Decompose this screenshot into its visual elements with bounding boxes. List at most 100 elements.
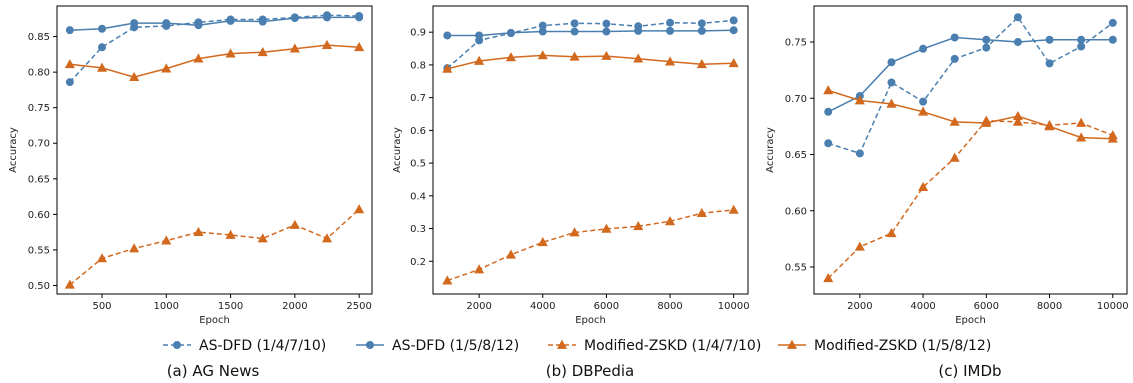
data-point [129, 71, 140, 81]
x-tick-label: 2500 [346, 301, 371, 312]
data-point [225, 48, 236, 58]
legend-item: Modified-ZSKD (1/4/7/10) [548, 338, 761, 354]
y-tick-label: 0.70 [785, 94, 807, 105]
data-point [289, 43, 300, 53]
data-point [919, 44, 928, 53]
axes-frame [813, 5, 1128, 295]
data-point [918, 106, 929, 116]
data-point [633, 221, 644, 231]
legend-label: AS-DFD (1/4/7/10) [199, 338, 326, 354]
chart-panel-1: 500 1000 1500 2000 2500 0.50 0.55 0.60 0.65 0.70 0… [8, 5, 373, 380]
data-point [443, 31, 452, 40]
data-point [194, 21, 203, 30]
data-point [666, 18, 675, 27]
data-point [570, 19, 579, 28]
y-tick-label: 0.60 [28, 210, 50, 221]
x-tick-label: 6000 [974, 301, 999, 312]
data-point [65, 78, 74, 87]
data-point [161, 63, 172, 73]
data-point [475, 31, 484, 40]
legend-marker [556, 339, 568, 349]
data-point [570, 27, 579, 36]
data-point [130, 19, 139, 28]
y-tick-label: 0.75 [28, 103, 50, 114]
data-point [1044, 121, 1055, 131]
x-tick-label: 10000 [1097, 301, 1129, 312]
series-line-4 [69, 44, 360, 78]
y-tick-label: 0.65 [28, 174, 50, 185]
y-tick-label: 0.60 [785, 206, 807, 217]
data-point [355, 13, 364, 22]
data-point [161, 235, 172, 245]
data-point [729, 16, 738, 25]
data-point [354, 204, 365, 214]
series-line-4 [447, 54, 734, 70]
data-point [289, 219, 300, 229]
data-point [664, 56, 676, 66]
data-point [982, 35, 991, 44]
data-point [634, 26, 643, 35]
data-point [321, 39, 333, 49]
data-point [323, 13, 331, 22]
data-point [505, 52, 517, 62]
data-point [1108, 35, 1117, 44]
data-point [887, 78, 896, 87]
x-axis-label: Epoch [199, 315, 230, 326]
data-point [1076, 132, 1087, 142]
y-axis-label: Accuracy [8, 127, 19, 173]
data-point [1077, 35, 1086, 44]
x-tick-label: 6000 [594, 301, 619, 312]
data-point [728, 58, 739, 68]
data-point [697, 19, 706, 28]
x-tick-label: 10000 [718, 301, 750, 312]
data-point [98, 24, 106, 33]
series-line-2 [827, 36, 1113, 113]
data-point [855, 149, 864, 158]
data-point [1107, 133, 1118, 143]
data-point [854, 241, 865, 251]
data-point [664, 216, 676, 226]
data-point [474, 264, 485, 274]
legend-label: Modified-ZSKD (1/5/8/12) [814, 338, 991, 354]
x-tick-label: 8000 [657, 301, 682, 312]
data-point [1045, 59, 1054, 68]
data-point [949, 152, 960, 162]
y-tick-label: 0.70 [28, 139, 50, 150]
y-tick-label: 0.4 [410, 191, 426, 202]
chart-panel-3: 2000 4000 6000 8000 10000 0.55 0.60 0.65 0.70 0.7… [765, 5, 1129, 380]
data-point [1045, 35, 1054, 44]
chart-panel-2: 2000 4000 6000 8000 10000 0.2 0.3 0.4 0.5 0.6 0.7 0… [392, 5, 750, 380]
data-point [569, 51, 580, 61]
data-point [697, 26, 706, 35]
data-point [1012, 116, 1023, 126]
x-tick-label: 4000 [910, 301, 935, 312]
y-tick-label: 0.6 [410, 126, 426, 137]
legend: AS-DFD (1/4/7/10) AS-DFD (1/5/8/12) Modifi… [163, 338, 991, 354]
data-point [823, 273, 834, 283]
x-tick-label: 2000 [282, 301, 307, 312]
data-point [602, 19, 611, 28]
y-tick-label: 0.80 [28, 68, 50, 79]
data-point [96, 253, 108, 263]
series-line-3 [447, 209, 734, 282]
data-point [226, 16, 235, 25]
data-point [824, 107, 833, 116]
y-tick-label: 0.65 [785, 150, 807, 161]
data-point [887, 58, 896, 67]
x-tick-label: 2000 [847, 301, 872, 312]
data-point [64, 59, 75, 69]
data-point [537, 237, 548, 247]
axes-frame [56, 5, 373, 295]
data-point [96, 62, 108, 72]
legend-item: AS-DFD (1/5/8/12) [356, 338, 519, 354]
series-line-3 [827, 119, 1114, 279]
data-point [1012, 111, 1023, 121]
series-line-1 [69, 14, 360, 83]
data-point [65, 26, 74, 35]
data-point [225, 229, 236, 239]
y-axis-label: Accuracy [392, 127, 403, 173]
series-line-1 [446, 19, 734, 69]
y-tick-label: 0.55 [785, 263, 807, 274]
y-tick-label: 0.2 [410, 257, 426, 268]
